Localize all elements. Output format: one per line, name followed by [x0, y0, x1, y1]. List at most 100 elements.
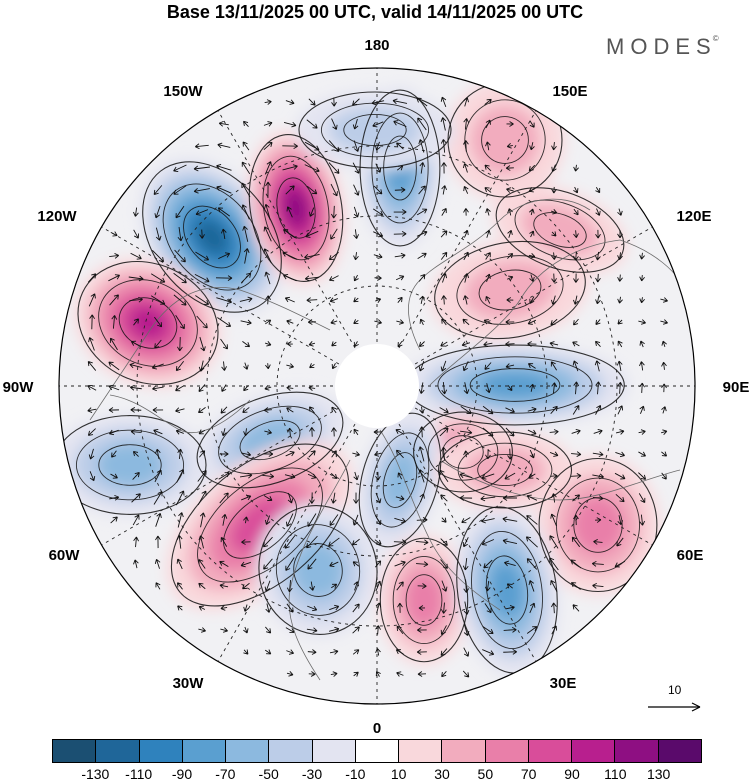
lon-label-180: 180	[364, 37, 389, 54]
streamline	[59, 415, 207, 515]
streamline	[427, 423, 499, 481]
colorbar-tick-label: -90	[171, 766, 193, 782]
streamline	[170, 443, 350, 607]
graticule	[59, 68, 695, 704]
streamline	[239, 419, 301, 461]
colorbar-tick-label: 10	[390, 766, 407, 782]
brand-text: MODES	[606, 34, 717, 59]
streamline	[464, 99, 546, 181]
reference-vector-label: 10	[668, 683, 682, 697]
streamline	[218, 405, 322, 475]
colorbar-cell	[615, 740, 659, 762]
colorbar-cell	[226, 740, 270, 762]
colorbar-tick-label: -30	[301, 766, 323, 782]
colorbar-tick-label: -70	[215, 766, 236, 782]
colorbar-tick-label: 130	[646, 766, 671, 782]
streamline	[262, 155, 330, 261]
colorbar-cell	[658, 740, 701, 762]
lon-label-90w: 90W	[3, 379, 35, 396]
streamline	[485, 555, 529, 625]
colorbar-cell	[528, 740, 573, 762]
streamline	[358, 412, 442, 548]
anomaly-field	[59, 68, 695, 704]
lon-label-0: 0	[373, 720, 381, 737]
streamline	[413, 411, 513, 493]
reference-vector	[648, 702, 701, 712]
lon-label-60e: 60E	[677, 547, 704, 564]
copyright-mark: ©	[712, 34, 719, 43]
colorbar-cell	[53, 740, 97, 762]
streamline	[276, 177, 316, 239]
streamline	[298, 91, 452, 169]
streamline	[469, 368, 561, 402]
streamline	[379, 537, 469, 663]
colorbar-cell	[399, 740, 443, 762]
colorbar-cell	[312, 740, 356, 762]
colorbar	[52, 739, 702, 763]
wind-vectors	[87, 96, 668, 678]
modes-logo: MODES©	[606, 34, 719, 60]
colorbar-cell	[485, 740, 529, 762]
streamline	[98, 279, 198, 367]
colorbar-cell	[182, 740, 227, 762]
lon-label-90e: 90E	[723, 379, 750, 396]
colorbar-tick-label: -110	[125, 766, 153, 782]
streamline	[183, 205, 241, 269]
streamline	[75, 429, 185, 501]
colorbar-ticks: -130 -110 -90 -70 -50 -30 -10 10 30 50 70 90 110 130	[0, 766, 750, 784]
streamline	[98, 444, 162, 486]
colorbar-tick-label: 70	[520, 766, 537, 782]
chart-title: Base 13/11/2025 00 UTC, valid 14/11/2025…	[166, 2, 584, 22]
streamline	[456, 255, 564, 325]
streamline	[471, 530, 543, 650]
colorbar-tick-label: 90	[564, 766, 580, 782]
streamline	[495, 187, 625, 273]
colorbar-cell	[355, 740, 400, 762]
streamline	[392, 556, 456, 645]
lon-label-120w: 120W	[37, 208, 77, 225]
colorbar-tick-label: 50	[477, 766, 494, 782]
colorbar-cell	[139, 740, 183, 762]
pole-blank	[335, 344, 419, 428]
streamline	[370, 432, 430, 528]
streamline	[196, 391, 344, 489]
streamline	[442, 435, 484, 469]
colorbar-tick-label: 110	[604, 766, 627, 782]
map-border	[58, 67, 696, 705]
colorbar-tick-label: -50	[258, 766, 279, 782]
meridian-line	[216, 108, 538, 664]
lon-label-150w: 150W	[163, 83, 203, 100]
streamline	[533, 212, 587, 248]
streamline	[477, 453, 533, 487]
streamline	[437, 431, 573, 509]
streamline	[320, 102, 430, 158]
streamline	[258, 505, 378, 635]
lon-label-150e: 150E	[552, 83, 587, 100]
streamline	[197, 467, 323, 583]
lon-label-30e: 30E	[550, 675, 577, 692]
meridian-line	[99, 225, 655, 547]
streamline	[434, 240, 586, 340]
streamline	[223, 491, 297, 559]
lon-label-30w: 30W	[173, 675, 205, 692]
colorbar-cell	[269, 740, 313, 762]
colorbar-tick-label: -10	[345, 766, 366, 782]
colorbar-cell	[572, 740, 616, 762]
meridian-line	[99, 225, 655, 547]
streamline	[77, 260, 219, 386]
streamline	[538, 457, 658, 593]
streamline	[142, 161, 282, 313]
lon-label-120e: 120E	[676, 208, 711, 225]
streamline	[405, 574, 443, 626]
meridian-line	[216, 108, 538, 664]
colorbar-cell	[96, 740, 140, 762]
colorbar-tick-label: 30	[434, 766, 450, 782]
colorbar-tick-label: -130	[81, 766, 110, 782]
streamline	[514, 199, 606, 261]
streamline	[437, 356, 593, 414]
streamline	[359, 89, 441, 247]
colorbar-cell	[442, 740, 486, 762]
streamline	[382, 452, 418, 508]
lon-label-60w: 60W	[49, 547, 81, 564]
